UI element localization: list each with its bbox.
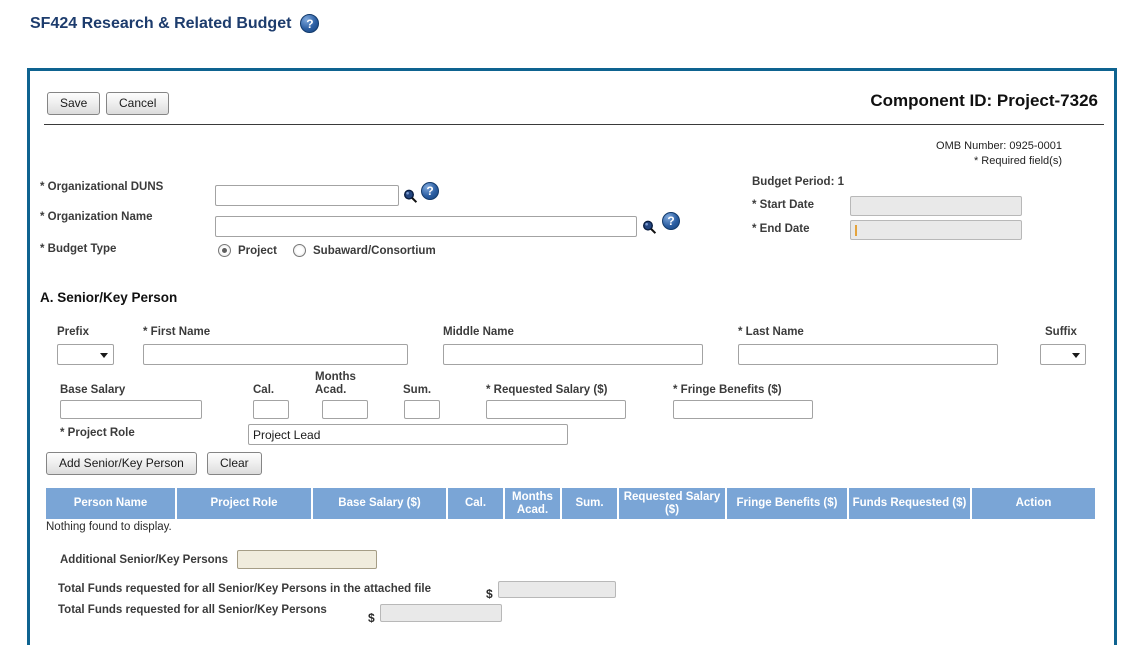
cancel-button[interactable]: Cancel: [106, 92, 170, 115]
end-date-input: [850, 220, 1022, 240]
omb-block: OMB Number: 0925-0001 * Required field(s…: [936, 139, 1062, 169]
additional-persons-input: [237, 550, 377, 569]
org-name-search-icon[interactable]: [642, 220, 657, 235]
cal-months-input[interactable]: [253, 400, 289, 419]
project-role-label: * Project Role: [60, 427, 135, 439]
column-header-sum: Sum.: [562, 488, 617, 519]
last-name-input[interactable]: [738, 344, 998, 365]
column-header-months-acad: Months Acad.: [505, 488, 560, 519]
end-date-caret: [855, 225, 857, 236]
page-header: SF424 Research & Related Budget ?: [30, 14, 320, 33]
clear-button[interactable]: Clear: [207, 452, 262, 475]
header-divider: [44, 124, 1104, 125]
requested-salary-label: * Requested Salary ($): [486, 384, 608, 396]
org-duns-input[interactable]: [215, 185, 399, 206]
duns-help-icon[interactable]: ?: [421, 182, 439, 200]
budget-type-subaward-radio[interactable]: [293, 244, 306, 257]
required-note: * Required field(s): [973, 155, 1062, 167]
requested-salary-input[interactable]: [486, 400, 626, 419]
middle-name-input[interactable]: [443, 344, 703, 365]
attached-file-total-input: [498, 581, 616, 598]
middle-name-label: Middle Name: [443, 326, 514, 338]
first-name-input[interactable]: [143, 344, 408, 365]
budget-type-subaward-label: Subaward/Consortium: [313, 244, 436, 257]
section-a-heading: A. Senior/Key Person: [40, 290, 178, 305]
prefix-label: Prefix: [57, 326, 89, 338]
page-title: SF424 Research & Related Budget: [30, 14, 292, 32]
omb-number: OMB Number: 0925-0001: [936, 140, 1062, 152]
senior-key-person-table-header: Person Name Project Role Base Salary ($)…: [46, 488, 1095, 519]
org-name-label: * Organization Name: [40, 211, 153, 223]
component-id: Component ID: Project-7326: [870, 91, 1098, 110]
duns-search-icon[interactable]: [403, 189, 418, 204]
start-date-input: [850, 196, 1022, 216]
column-header-project-role: Project Role: [177, 488, 311, 519]
sum-months-input[interactable]: [404, 400, 440, 419]
base-salary-input[interactable]: [60, 400, 202, 419]
attached-file-total-label: Total Funds requested for all Senior/Key…: [58, 583, 431, 595]
budget-type-radio-group: Project Subaward/Consortium: [218, 244, 436, 257]
months-acad-label: Months Acad.: [315, 371, 356, 396]
org-duns-label: * Organizational DUNS: [40, 181, 164, 193]
budget-type-project-label: Project: [238, 244, 277, 257]
project-role-input[interactable]: [248, 424, 568, 445]
suffix-label: Suffix: [1045, 326, 1077, 338]
chevron-down-icon: [1072, 353, 1080, 358]
save-button[interactable]: Save: [47, 92, 101, 115]
total-funds-label: Total Funds requested for all Senior/Key…: [58, 604, 327, 616]
budget-type-label: * Budget Type: [40, 243, 117, 255]
help-icon[interactable]: ?: [300, 14, 320, 33]
org-name-input[interactable]: [215, 216, 637, 237]
org-name-help-icon[interactable]: ?: [662, 212, 680, 230]
acad-months-input[interactable]: [322, 400, 368, 419]
budget-form-panel: Save Cancel Component ID: Project-7326 O…: [27, 68, 1117, 645]
chevron-down-icon: [100, 353, 108, 358]
column-header-fringe-benefits: Fringe Benefits ($): [727, 488, 847, 519]
end-date-label: * End Date: [752, 223, 810, 235]
last-name-label: * Last Name: [738, 326, 804, 338]
column-header-action: Action: [972, 488, 1095, 519]
column-header-requested-salary: Requested Salary ($): [619, 488, 725, 519]
table-empty-message: Nothing found to display.: [46, 521, 172, 533]
total-funds-input: [380, 604, 502, 622]
sum-label: Sum.: [403, 384, 432, 396]
column-header-person-name: Person Name: [46, 488, 175, 519]
total-funds-currency: $: [368, 611, 375, 625]
add-senior-key-person-button[interactable]: Add Senior/Key Person: [46, 452, 197, 475]
column-header-funds-requested: Funds Requested ($): [849, 488, 970, 519]
first-name-label: * First Name: [143, 326, 211, 338]
cal-label: Cal.: [253, 384, 275, 396]
budget-period-label: Budget Period: 1: [752, 176, 845, 188]
column-header-base-salary: Base Salary ($): [313, 488, 446, 519]
fringe-benefits-label: * Fringe Benefits ($): [673, 384, 782, 396]
column-header-cal: Cal.: [448, 488, 503, 519]
base-salary-label: Base Salary: [60, 384, 126, 396]
start-date-label: * Start Date: [752, 199, 814, 211]
budget-type-project-radio[interactable]: [218, 244, 231, 257]
prefix-select[interactable]: [57, 344, 114, 365]
attached-file-currency: $: [486, 587, 493, 601]
fringe-benefits-input[interactable]: [673, 400, 813, 419]
additional-persons-label: Additional Senior/Key Persons: [60, 554, 229, 566]
suffix-select[interactable]: [1040, 344, 1086, 365]
